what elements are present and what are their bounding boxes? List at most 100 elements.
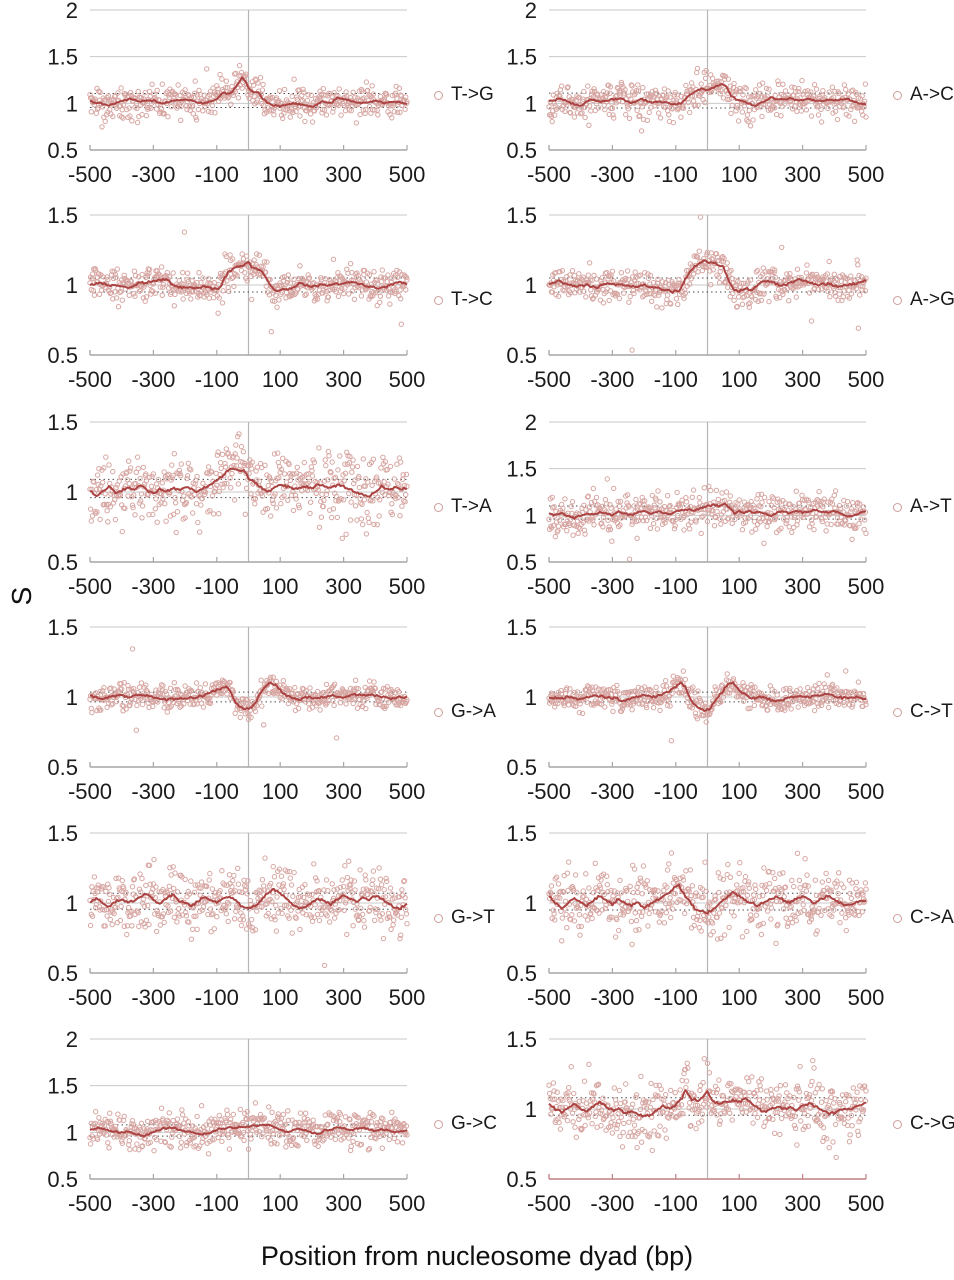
x-tick-label: -300 bbox=[131, 574, 175, 599]
y-tick-label: 0.5 bbox=[506, 138, 537, 163]
x-tick-label: -100 bbox=[654, 779, 698, 804]
x-tick-label: 300 bbox=[325, 779, 362, 804]
x-tick-label: 300 bbox=[325, 162, 362, 187]
x-tick-label: -500 bbox=[527, 985, 571, 1010]
trend-line bbox=[89, 887, 408, 911]
x-tick-label: -100 bbox=[195, 779, 239, 804]
legend-label: A->G bbox=[910, 289, 954, 310]
plot-T->A: 1.5 1 0.5-500 -300 -100 100 300 500 bbox=[47, 410, 425, 599]
y-tick-label: 0.5 bbox=[47, 138, 78, 163]
y-tick-label: 1.5 bbox=[506, 45, 537, 70]
scatter-points bbox=[87, 229, 410, 335]
y-tick-label: 1 bbox=[525, 685, 537, 710]
scatter-marker-icon bbox=[893, 502, 902, 512]
trend-line bbox=[548, 681, 866, 712]
x-tick-label: 100 bbox=[262, 574, 299, 599]
legend-label: A->C bbox=[910, 84, 954, 105]
plot-A->T: 2 1.5 1 0.5-500 -300 -100 100 300 500 bbox=[506, 410, 884, 599]
y-tick-label: 0.5 bbox=[506, 343, 537, 368]
x-tick-label: 500 bbox=[848, 367, 885, 392]
y-tick-label: 1 bbox=[525, 91, 537, 116]
plot-C->T: 1.5 1 0.5-500 -300 -100 100 300 500 bbox=[506, 615, 884, 804]
y-tick-label: 1.5 bbox=[47, 45, 78, 70]
y-tick-label: 1 bbox=[66, 1120, 78, 1145]
legend-g-to-t: G->T bbox=[434, 907, 495, 929]
x-tick-label: -300 bbox=[590, 574, 634, 599]
x-tick-label: 100 bbox=[262, 779, 299, 804]
trend-line bbox=[548, 83, 867, 107]
legend-c-to-g: C->G bbox=[893, 1113, 954, 1135]
scatter-points bbox=[87, 62, 410, 130]
legend-label: T->G bbox=[451, 84, 494, 105]
scatter-marker-icon bbox=[434, 707, 443, 717]
plot-T->C: 1.5 1 0.5-500 -300 -100 100 300 500 bbox=[47, 203, 425, 392]
plot-G->C: 2 1.5 1 0.5-500 -300 -100 100 300 500 bbox=[47, 1027, 425, 1216]
y-tick-label: 1 bbox=[525, 273, 537, 298]
y-tick-label: 0.5 bbox=[47, 755, 78, 780]
x-tick-label: 500 bbox=[848, 574, 885, 599]
scatter-grid-canvas: 21.510.5-500 -300 -100 100 300 50021.510.5-50… bbox=[47, 0, 884, 1216]
x-tick-label: 100 bbox=[262, 1191, 299, 1216]
trend-line bbox=[89, 1123, 408, 1138]
scatter-marker-icon bbox=[893, 1119, 902, 1129]
x-tick-label: -500 bbox=[68, 367, 112, 392]
x-tick-label: -100 bbox=[654, 574, 698, 599]
x-tick-label: -100 bbox=[654, 162, 698, 187]
legend-t-to-c: T->C bbox=[434, 289, 493, 311]
y-tick-label: 1.5 bbox=[506, 203, 537, 228]
scatter-marker-icon bbox=[893, 295, 902, 305]
legend-a-to-g: A->G bbox=[893, 289, 954, 311]
y-tick-label: 2 bbox=[66, 1027, 78, 1052]
y-axis-title: S bbox=[6, 586, 37, 606]
x-tick-label: 100 bbox=[721, 162, 758, 187]
y-tick-label: 0.5 bbox=[506, 1167, 537, 1192]
legend-label: C->T bbox=[910, 701, 953, 722]
x-tick-label: 300 bbox=[325, 574, 362, 599]
x-tick-label: -300 bbox=[590, 367, 634, 392]
legend-t-to-a: T->A bbox=[434, 496, 492, 518]
x-tick-label: 300 bbox=[325, 367, 362, 392]
legend-label: T->C bbox=[451, 289, 493, 310]
x-tick-label: -500 bbox=[527, 779, 571, 804]
x-tick-label: -300 bbox=[590, 1191, 634, 1216]
y-tick-label: 1.5 bbox=[47, 821, 78, 846]
legend-label: G->A bbox=[451, 701, 496, 722]
y-tick-label: 0.5 bbox=[506, 755, 537, 780]
scatter-marker-icon bbox=[893, 707, 902, 717]
x-tick-label: -500 bbox=[527, 574, 571, 599]
x-tick-label: -300 bbox=[131, 985, 175, 1010]
x-tick-label: -500 bbox=[68, 779, 112, 804]
x-tick-label: -100 bbox=[195, 574, 239, 599]
x-tick-label: 500 bbox=[389, 162, 426, 187]
x-tick-label: 500 bbox=[389, 1191, 426, 1216]
x-tick-label: -100 bbox=[195, 985, 239, 1010]
x-tick-label: 300 bbox=[784, 367, 821, 392]
scatter-marker-icon bbox=[434, 90, 443, 100]
x-tick-label: 100 bbox=[721, 779, 758, 804]
x-tick-label: -500 bbox=[68, 162, 112, 187]
y-tick-label: 0.5 bbox=[47, 550, 78, 575]
x-tick-label: 500 bbox=[389, 985, 426, 1010]
y-tick-label: 2 bbox=[66, 0, 78, 23]
x-tick-label: 500 bbox=[848, 1191, 885, 1216]
scatter-marker-icon bbox=[893, 913, 902, 923]
y-tick-label: 1.5 bbox=[506, 457, 537, 482]
x-tick-label: 100 bbox=[721, 574, 758, 599]
legend-g-to-c: G->C bbox=[434, 1113, 497, 1135]
y-tick-label: 1 bbox=[66, 685, 78, 710]
x-tick-label: -300 bbox=[131, 779, 175, 804]
plot-C->G: 1.5 1 0.5-500 -300 -100 100 300 500 bbox=[506, 1027, 884, 1216]
y-tick-label: 1 bbox=[66, 273, 78, 298]
y-tick-label: 2 bbox=[525, 410, 537, 435]
plot-A->G: 1.5 1 0.5-500 -300 -100 100 300 500 bbox=[506, 203, 884, 392]
x-tick-label: -500 bbox=[68, 574, 112, 599]
scatter-marker-icon bbox=[434, 913, 443, 923]
y-tick-label: 1 bbox=[66, 480, 78, 505]
legend-label: G->T bbox=[451, 907, 495, 928]
legend-g-to-a: G->A bbox=[434, 701, 496, 723]
x-tick-label: -100 bbox=[195, 1191, 239, 1216]
scatter-marker-icon bbox=[434, 1119, 443, 1129]
plot-C->A: 1.5 1 0.5-500 -300 -100 100 300 500 bbox=[506, 821, 884, 1010]
y-tick-label: 1.5 bbox=[47, 410, 78, 435]
x-tick-label: -100 bbox=[654, 367, 698, 392]
